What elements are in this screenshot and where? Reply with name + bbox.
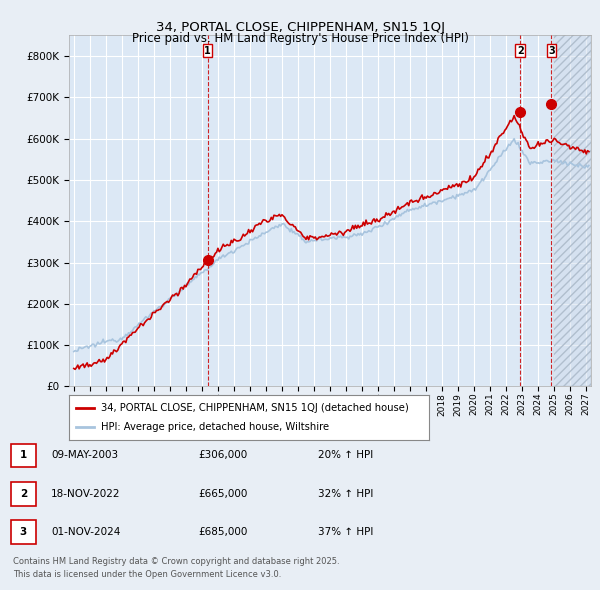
Text: £306,000: £306,000 (198, 451, 247, 460)
Text: 20% ↑ HPI: 20% ↑ HPI (318, 451, 373, 460)
Text: 34, PORTAL CLOSE, CHIPPENHAM, SN15 1QJ: 34, PORTAL CLOSE, CHIPPENHAM, SN15 1QJ (155, 21, 445, 34)
Text: 34, PORTAL CLOSE, CHIPPENHAM, SN15 1QJ (detached house): 34, PORTAL CLOSE, CHIPPENHAM, SN15 1QJ (… (101, 403, 409, 412)
Bar (554, 35, 591, 386)
Text: 2: 2 (517, 46, 524, 56)
Text: 1: 1 (204, 46, 211, 56)
Text: 2: 2 (20, 489, 27, 499)
Text: 3: 3 (548, 46, 555, 56)
Text: £685,000: £685,000 (198, 527, 247, 537)
Text: This data is licensed under the Open Government Licence v3.0.: This data is licensed under the Open Gov… (13, 571, 281, 579)
Text: 37% ↑ HPI: 37% ↑ HPI (318, 527, 373, 537)
Text: Contains HM Land Registry data © Crown copyright and database right 2025.: Contains HM Land Registry data © Crown c… (13, 558, 340, 566)
Text: 3: 3 (20, 527, 27, 537)
Text: 01-NOV-2024: 01-NOV-2024 (51, 527, 121, 537)
Text: 18-NOV-2022: 18-NOV-2022 (51, 489, 121, 499)
Text: £665,000: £665,000 (198, 489, 247, 499)
Bar (554, 35, 591, 386)
Text: 32% ↑ HPI: 32% ↑ HPI (318, 489, 373, 499)
Text: 09-MAY-2003: 09-MAY-2003 (51, 451, 118, 460)
Text: 1: 1 (20, 451, 27, 460)
Text: HPI: Average price, detached house, Wiltshire: HPI: Average price, detached house, Wilt… (101, 422, 329, 432)
Text: Price paid vs. HM Land Registry's House Price Index (HPI): Price paid vs. HM Land Registry's House … (131, 32, 469, 45)
